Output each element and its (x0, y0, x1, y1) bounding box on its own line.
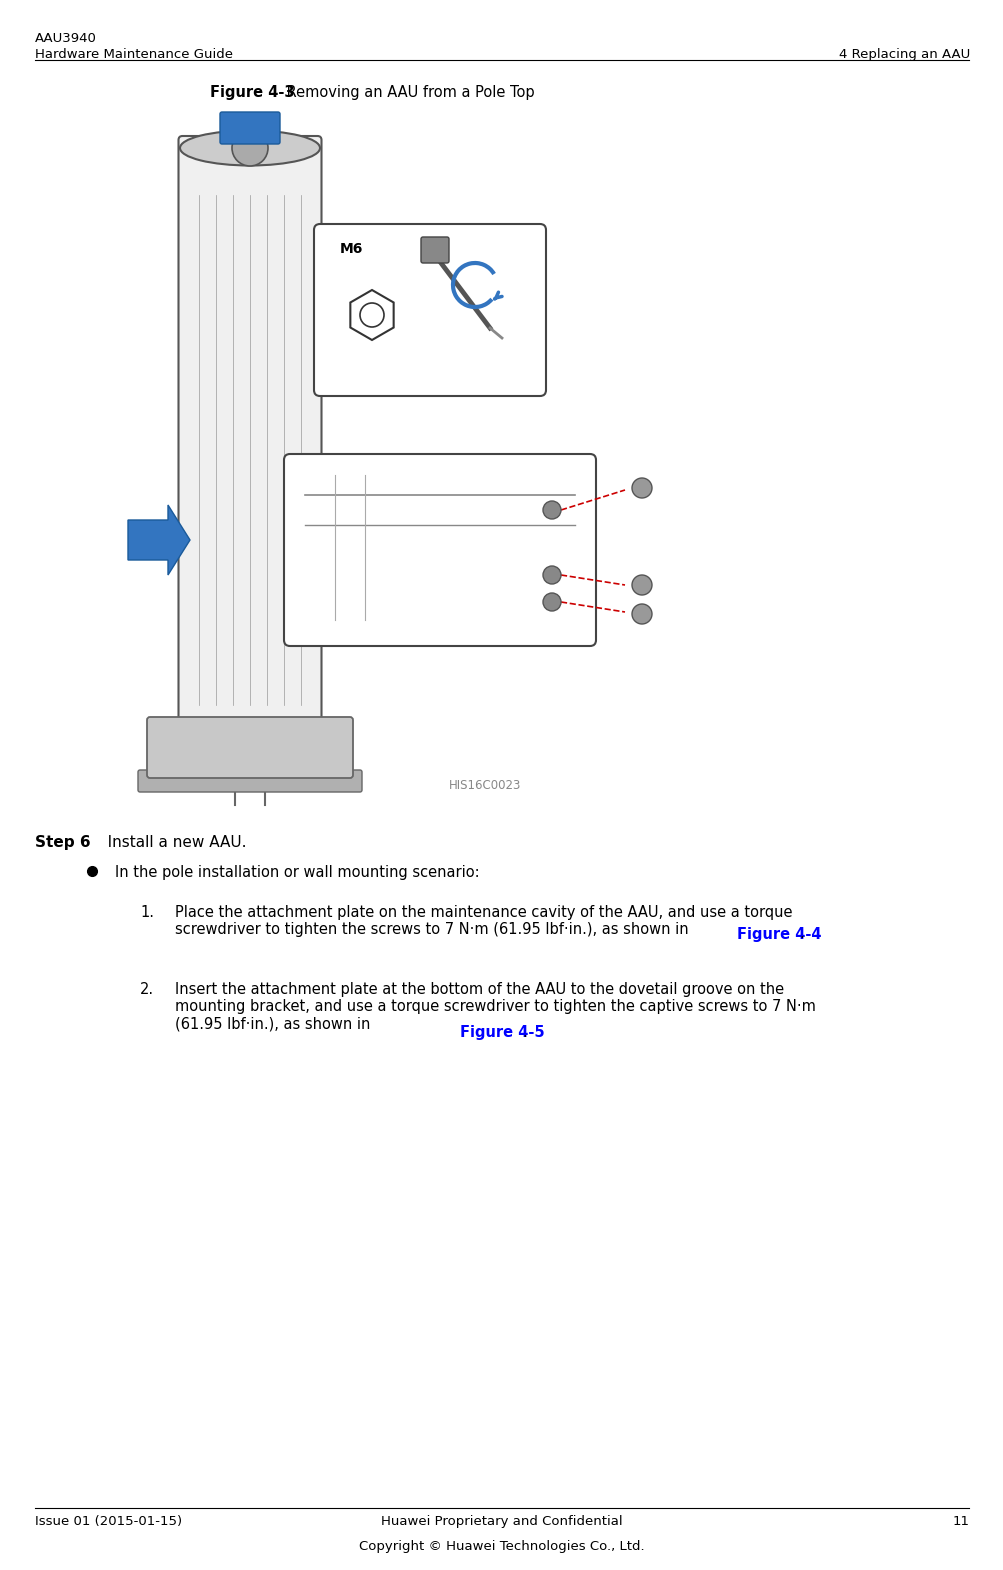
Text: 4 Replacing an AAU: 4 Replacing an AAU (838, 49, 969, 61)
Circle shape (360, 303, 383, 327)
Text: 2.: 2. (139, 981, 154, 997)
Text: .: . (798, 926, 803, 942)
Text: M6: M6 (340, 242, 363, 256)
Text: .: . (522, 1025, 527, 1039)
FancyArrowPatch shape (130, 532, 170, 548)
Text: Step 6: Step 6 (35, 835, 90, 849)
Text: In the pole installation or wall mounting scenario:: In the pole installation or wall mountin… (115, 865, 479, 881)
Text: HIS16C0023: HIS16C0023 (448, 779, 521, 791)
Circle shape (631, 477, 651, 498)
Text: Removing an AAU from a Pole Top: Removing an AAU from a Pole Top (282, 85, 534, 100)
Ellipse shape (180, 130, 320, 165)
FancyBboxPatch shape (220, 111, 280, 144)
FancyBboxPatch shape (314, 225, 546, 396)
Circle shape (543, 501, 561, 520)
Text: Huawei Proprietary and Confidential: Huawei Proprietary and Confidential (381, 1515, 622, 1528)
Text: Hardware Maintenance Guide: Hardware Maintenance Guide (35, 49, 233, 61)
FancyBboxPatch shape (179, 137, 321, 724)
Polygon shape (127, 506, 190, 575)
Text: Install a new AAU.: Install a new AAU. (93, 835, 247, 849)
Text: Figure 4-4: Figure 4-4 (736, 926, 820, 942)
Text: Issue 01 (2015-01-15): Issue 01 (2015-01-15) (35, 1515, 182, 1528)
FancyBboxPatch shape (284, 454, 596, 645)
Circle shape (232, 130, 268, 166)
Circle shape (543, 567, 561, 584)
Text: Copyright © Huawei Technologies Co., Ltd.: Copyright © Huawei Technologies Co., Ltd… (359, 1540, 644, 1553)
FancyBboxPatch shape (420, 237, 448, 264)
Circle shape (543, 593, 561, 611)
FancyBboxPatch shape (146, 717, 353, 779)
Text: Figure 4-3: Figure 4-3 (210, 85, 294, 100)
Text: Figure 4-5: Figure 4-5 (459, 1025, 544, 1039)
FancyBboxPatch shape (137, 769, 362, 791)
Text: Insert the attachment plate at the bottom of the AAU to the dovetail groove on t: Insert the attachment plate at the botto… (175, 981, 815, 1031)
Circle shape (631, 575, 651, 595)
Text: 1.: 1. (139, 904, 153, 920)
Text: AAU3940: AAU3940 (35, 31, 96, 46)
Circle shape (631, 604, 651, 623)
FancyBboxPatch shape (60, 110, 679, 810)
Text: 11: 11 (952, 1515, 969, 1528)
Polygon shape (350, 290, 393, 341)
Text: Place the attachment plate on the maintenance cavity of the AAU, and use a torqu: Place the attachment plate on the mainte… (175, 904, 791, 937)
